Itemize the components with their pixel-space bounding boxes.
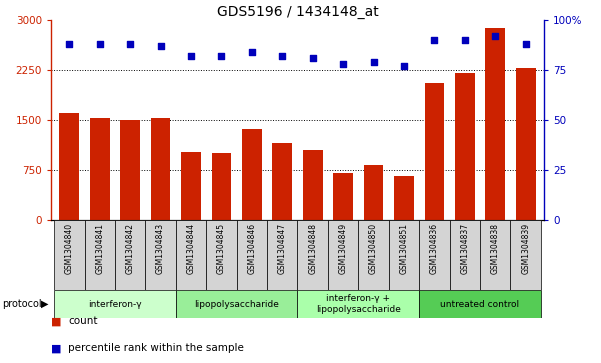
Point [399,63,409,69]
Bar [54,290,176,318]
Bar [206,220,237,290]
Text: lipopolysaccharide: lipopolysaccharide [194,299,279,309]
Point [490,33,500,39]
Point [369,59,379,65]
Title: GDS5196 / 1434148_at: GDS5196 / 1434148_at [216,5,379,19]
Text: ■: ■ [51,343,61,354]
Bar [212,153,231,220]
Bar [242,129,262,220]
Text: count: count [68,316,97,326]
Bar [115,220,145,290]
Text: GSM1304850: GSM1304850 [369,223,378,274]
Bar [181,152,201,220]
Point [156,43,165,49]
Bar [424,83,444,220]
Bar [450,220,480,290]
Point [64,41,74,47]
Text: GSM1304847: GSM1304847 [278,223,287,274]
Text: GSM1304849: GSM1304849 [338,223,347,274]
Bar [303,150,323,220]
Point [308,55,317,61]
Bar [510,220,541,290]
Bar [176,220,206,290]
Text: GSM1304842: GSM1304842 [126,223,135,274]
Bar [358,220,389,290]
Bar [59,113,79,220]
Point [278,53,287,59]
Text: GSM1304845: GSM1304845 [217,223,226,274]
Text: GSM1304837: GSM1304837 [460,223,469,274]
Text: GSM1304838: GSM1304838 [491,223,499,274]
Bar [297,290,419,318]
Bar [419,220,450,290]
Point [521,41,531,47]
Text: ▶: ▶ [41,299,48,309]
Text: GSM1304851: GSM1304851 [400,223,409,274]
Text: protocol: protocol [2,299,41,309]
Bar [516,68,535,220]
Bar [272,143,292,220]
Point [247,49,257,55]
Text: GSM1304840: GSM1304840 [65,223,74,274]
Bar [297,220,328,290]
Text: GSM1304846: GSM1304846 [248,223,257,274]
Point [338,61,348,67]
Bar [328,220,358,290]
Text: untreated control: untreated control [441,299,520,309]
Bar [333,173,353,220]
Text: GSM1304839: GSM1304839 [521,223,530,274]
Point [430,37,439,43]
Text: GSM1304844: GSM1304844 [186,223,195,274]
Bar [455,73,475,220]
Text: GSM1304843: GSM1304843 [156,223,165,274]
Bar [237,220,267,290]
Bar [120,120,140,220]
Bar [145,220,176,290]
Bar [394,176,414,220]
Text: percentile rank within the sample: percentile rank within the sample [68,343,244,354]
Bar [267,220,297,290]
Bar [486,28,505,220]
Point [186,53,196,59]
Bar [389,220,419,290]
Bar [480,220,510,290]
Text: interferon-γ +
lipopolysaccharide: interferon-γ + lipopolysaccharide [316,294,401,314]
Bar [364,165,383,220]
Text: GSM1304848: GSM1304848 [308,223,317,274]
Point [95,41,105,47]
Point [460,37,469,43]
Bar [176,290,297,318]
Point [126,41,135,47]
Bar [419,290,541,318]
Bar [90,118,109,220]
Bar [85,220,115,290]
Bar [151,118,171,220]
Text: interferon-γ: interferon-γ [88,299,142,309]
Bar [54,220,85,290]
Text: GSM1304841: GSM1304841 [96,223,104,274]
Text: GSM1304836: GSM1304836 [430,223,439,274]
Point [216,53,226,59]
Text: ■: ■ [51,316,61,326]
